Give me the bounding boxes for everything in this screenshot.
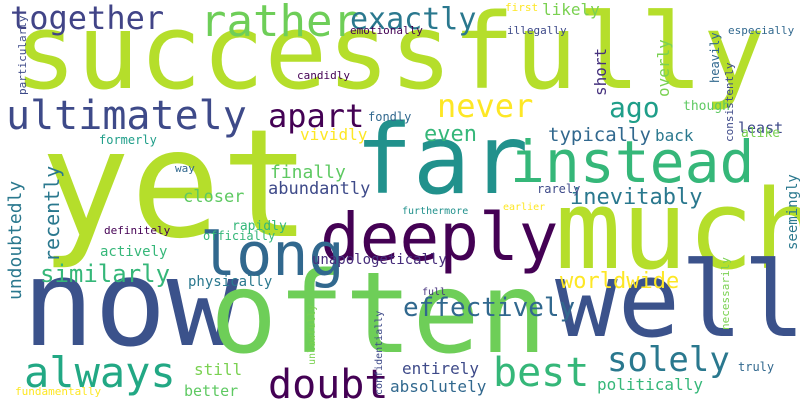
word-particularly: particularly [16, 15, 29, 95]
word-successfully: successfully [14, 0, 766, 113]
word-entirely: entirely [402, 359, 480, 378]
word-apart: apart [268, 97, 365, 135]
word-officially: officially [203, 229, 276, 243]
word-rarely: rarely [537, 182, 581, 196]
word-always: always [24, 348, 176, 397]
word-emotionally: emotionally [350, 24, 423, 37]
word-exactly: exactly [350, 2, 477, 37]
word-ultimately: ultimately [6, 93, 247, 139]
word-abundantly: abundantly [268, 179, 371, 199]
word-though: though [683, 99, 730, 114]
word-far: far [355, 104, 529, 216]
word-undoubtedly: undoubtedly [5, 180, 26, 300]
word-seemingly: seemingly [785, 174, 800, 250]
word-worldwide: worldwide [560, 269, 680, 294]
word-better: better [184, 382, 239, 400]
word-solely: solely [607, 340, 730, 380]
word-recently: recently [40, 165, 64, 262]
word-absolutely: absolutely [390, 377, 487, 396]
word-consistently: consistently [723, 62, 736, 142]
word-way: way [175, 162, 195, 175]
word-yet: yet [40, 98, 311, 272]
word-fondly: fondly [368, 110, 412, 124]
word-physically: physically [188, 274, 273, 290]
word-instead: instead [510, 128, 755, 196]
word-effectively: effectively [403, 293, 576, 323]
word-often: often [210, 249, 548, 379]
word-even: even [424, 122, 477, 147]
word-alike: alike [741, 126, 781, 141]
word-definitely: definitely [104, 224, 171, 237]
word-truly: truly [738, 360, 775, 374]
word-deeply: deeply [320, 199, 559, 276]
word-short: short [591, 47, 610, 96]
word-overly: overly [654, 39, 673, 97]
word-now: now [22, 235, 239, 374]
word-finally: finally [270, 162, 346, 183]
word-earlier: earlier [503, 202, 546, 213]
word-illegally: illegally [507, 24, 567, 37]
word-necessarily: necessarily [719, 257, 732, 330]
word-full: full [422, 287, 447, 298]
word-still: still [194, 360, 243, 379]
word-long: long [200, 220, 345, 290]
word-closer: closer [183, 187, 245, 207]
word-especially: especially [728, 24, 795, 37]
word-actively: actively [100, 244, 168, 260]
word-inevitably: inevitably [570, 185, 703, 210]
word-candidly: candidly [297, 69, 350, 82]
word-vividly: vividly [300, 125, 368, 144]
word-ago: ago [609, 91, 660, 124]
word-unlawfully: unlawfully [307, 304, 318, 365]
word-formerly: formerly [99, 133, 157, 147]
word-furthermore: furthermore [402, 206, 469, 217]
word-confidentially: confidentially [374, 310, 385, 395]
word-together: together [10, 0, 165, 37]
word-rapidly: rapidly [232, 219, 287, 234]
word-likely: likely [542, 0, 600, 19]
word-fundamentally: fundamentally [15, 385, 102, 398]
word-doubt: doubt [268, 362, 389, 400]
word-back: back [655, 126, 694, 145]
word-typically: typically [548, 124, 651, 146]
word-politically: politically [597, 375, 703, 394]
word-least: least [738, 119, 784, 137]
word-rather: rather [200, 0, 359, 47]
word-best: best [493, 350, 590, 396]
word-heavily: heavily [708, 32, 722, 83]
word-never: never [437, 87, 534, 125]
word-first: first [505, 1, 539, 14]
word-unapologetically: unapologetically [312, 252, 447, 268]
word-similarly: similarly [40, 260, 171, 288]
word-well: well [555, 239, 800, 361]
word-much: much [555, 166, 800, 294]
